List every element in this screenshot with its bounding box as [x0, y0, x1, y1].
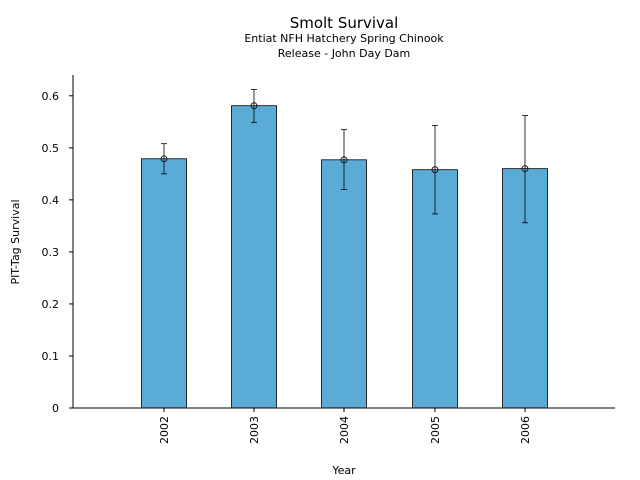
point-marker-2002: [160, 155, 168, 163]
y-tick-label: 0: [52, 402, 59, 415]
y-tick-label: 0.2: [42, 298, 60, 311]
point-marker-2004: [340, 156, 348, 164]
x-tick-label-2004: 2004: [338, 416, 351, 444]
y-tick-label: 0.4: [42, 194, 60, 207]
point-marker-2006: [521, 165, 529, 173]
bar-2002: [141, 158, 187, 409]
point-marker-2003: [250, 102, 258, 110]
y-tick-label: 0.6: [42, 90, 60, 103]
bar-2003: [231, 105, 277, 409]
x-tick-label-2003: 2003: [248, 416, 261, 444]
x-tick-label-2002: 2002: [158, 416, 171, 444]
y-tick-label: 0.5: [42, 142, 60, 155]
bar-2004: [321, 159, 367, 409]
chart-title: Smolt Survival: [290, 14, 399, 32]
x-tick-label-2005: 2005: [429, 416, 442, 444]
chart-subtitle-line-2: Release - John Day Dam: [278, 47, 411, 60]
x-axis-ticks: 2002 2003 2004 2005 2006: [158, 408, 532, 444]
x-tick-label-2006: 2006: [519, 416, 532, 444]
y-tick-label: 0.3: [42, 246, 60, 259]
chart-subtitle-line-1: Entiat NFH Hatchery Spring Chinook: [244, 32, 444, 45]
y-tick-label: 0.1: [42, 350, 60, 363]
point-marker-2005: [431, 166, 439, 174]
bars-layer: [141, 105, 548, 409]
error-bars-layer: [160, 89, 529, 224]
y-axis-ticks: 0 0.1 0.2 0.3 0.4 0.5 0.6: [42, 90, 73, 415]
x-axis-label: Year: [331, 464, 356, 477]
y-axis-label: PIT-Tag Survival: [9, 199, 22, 284]
